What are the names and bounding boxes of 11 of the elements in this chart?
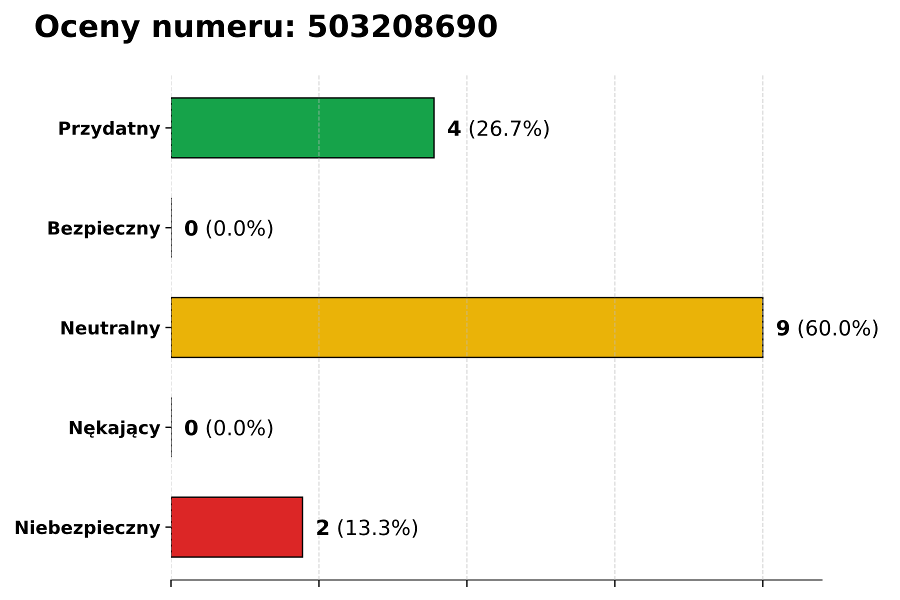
y-tick-label: Bezpieczny [48,220,160,238]
y-tick-label: Nękający [70,420,160,438]
y-tick-label: Niebezpieczny [16,520,160,538]
y-tick-label: Neutralny [62,320,160,338]
data-label: 4 (26.7%) [448,120,549,139]
data-label: 9 (60.0%) [776,320,878,338]
y-tick-label: Przydatny [59,121,160,139]
data-label: 0 (0.0%) [185,419,272,438]
chart-title: Oceny numeru: 503208690 [36,14,497,44]
data-label: 2 (13.3%) [317,519,418,538]
data-label: 0 (0.0%) [185,220,272,238]
